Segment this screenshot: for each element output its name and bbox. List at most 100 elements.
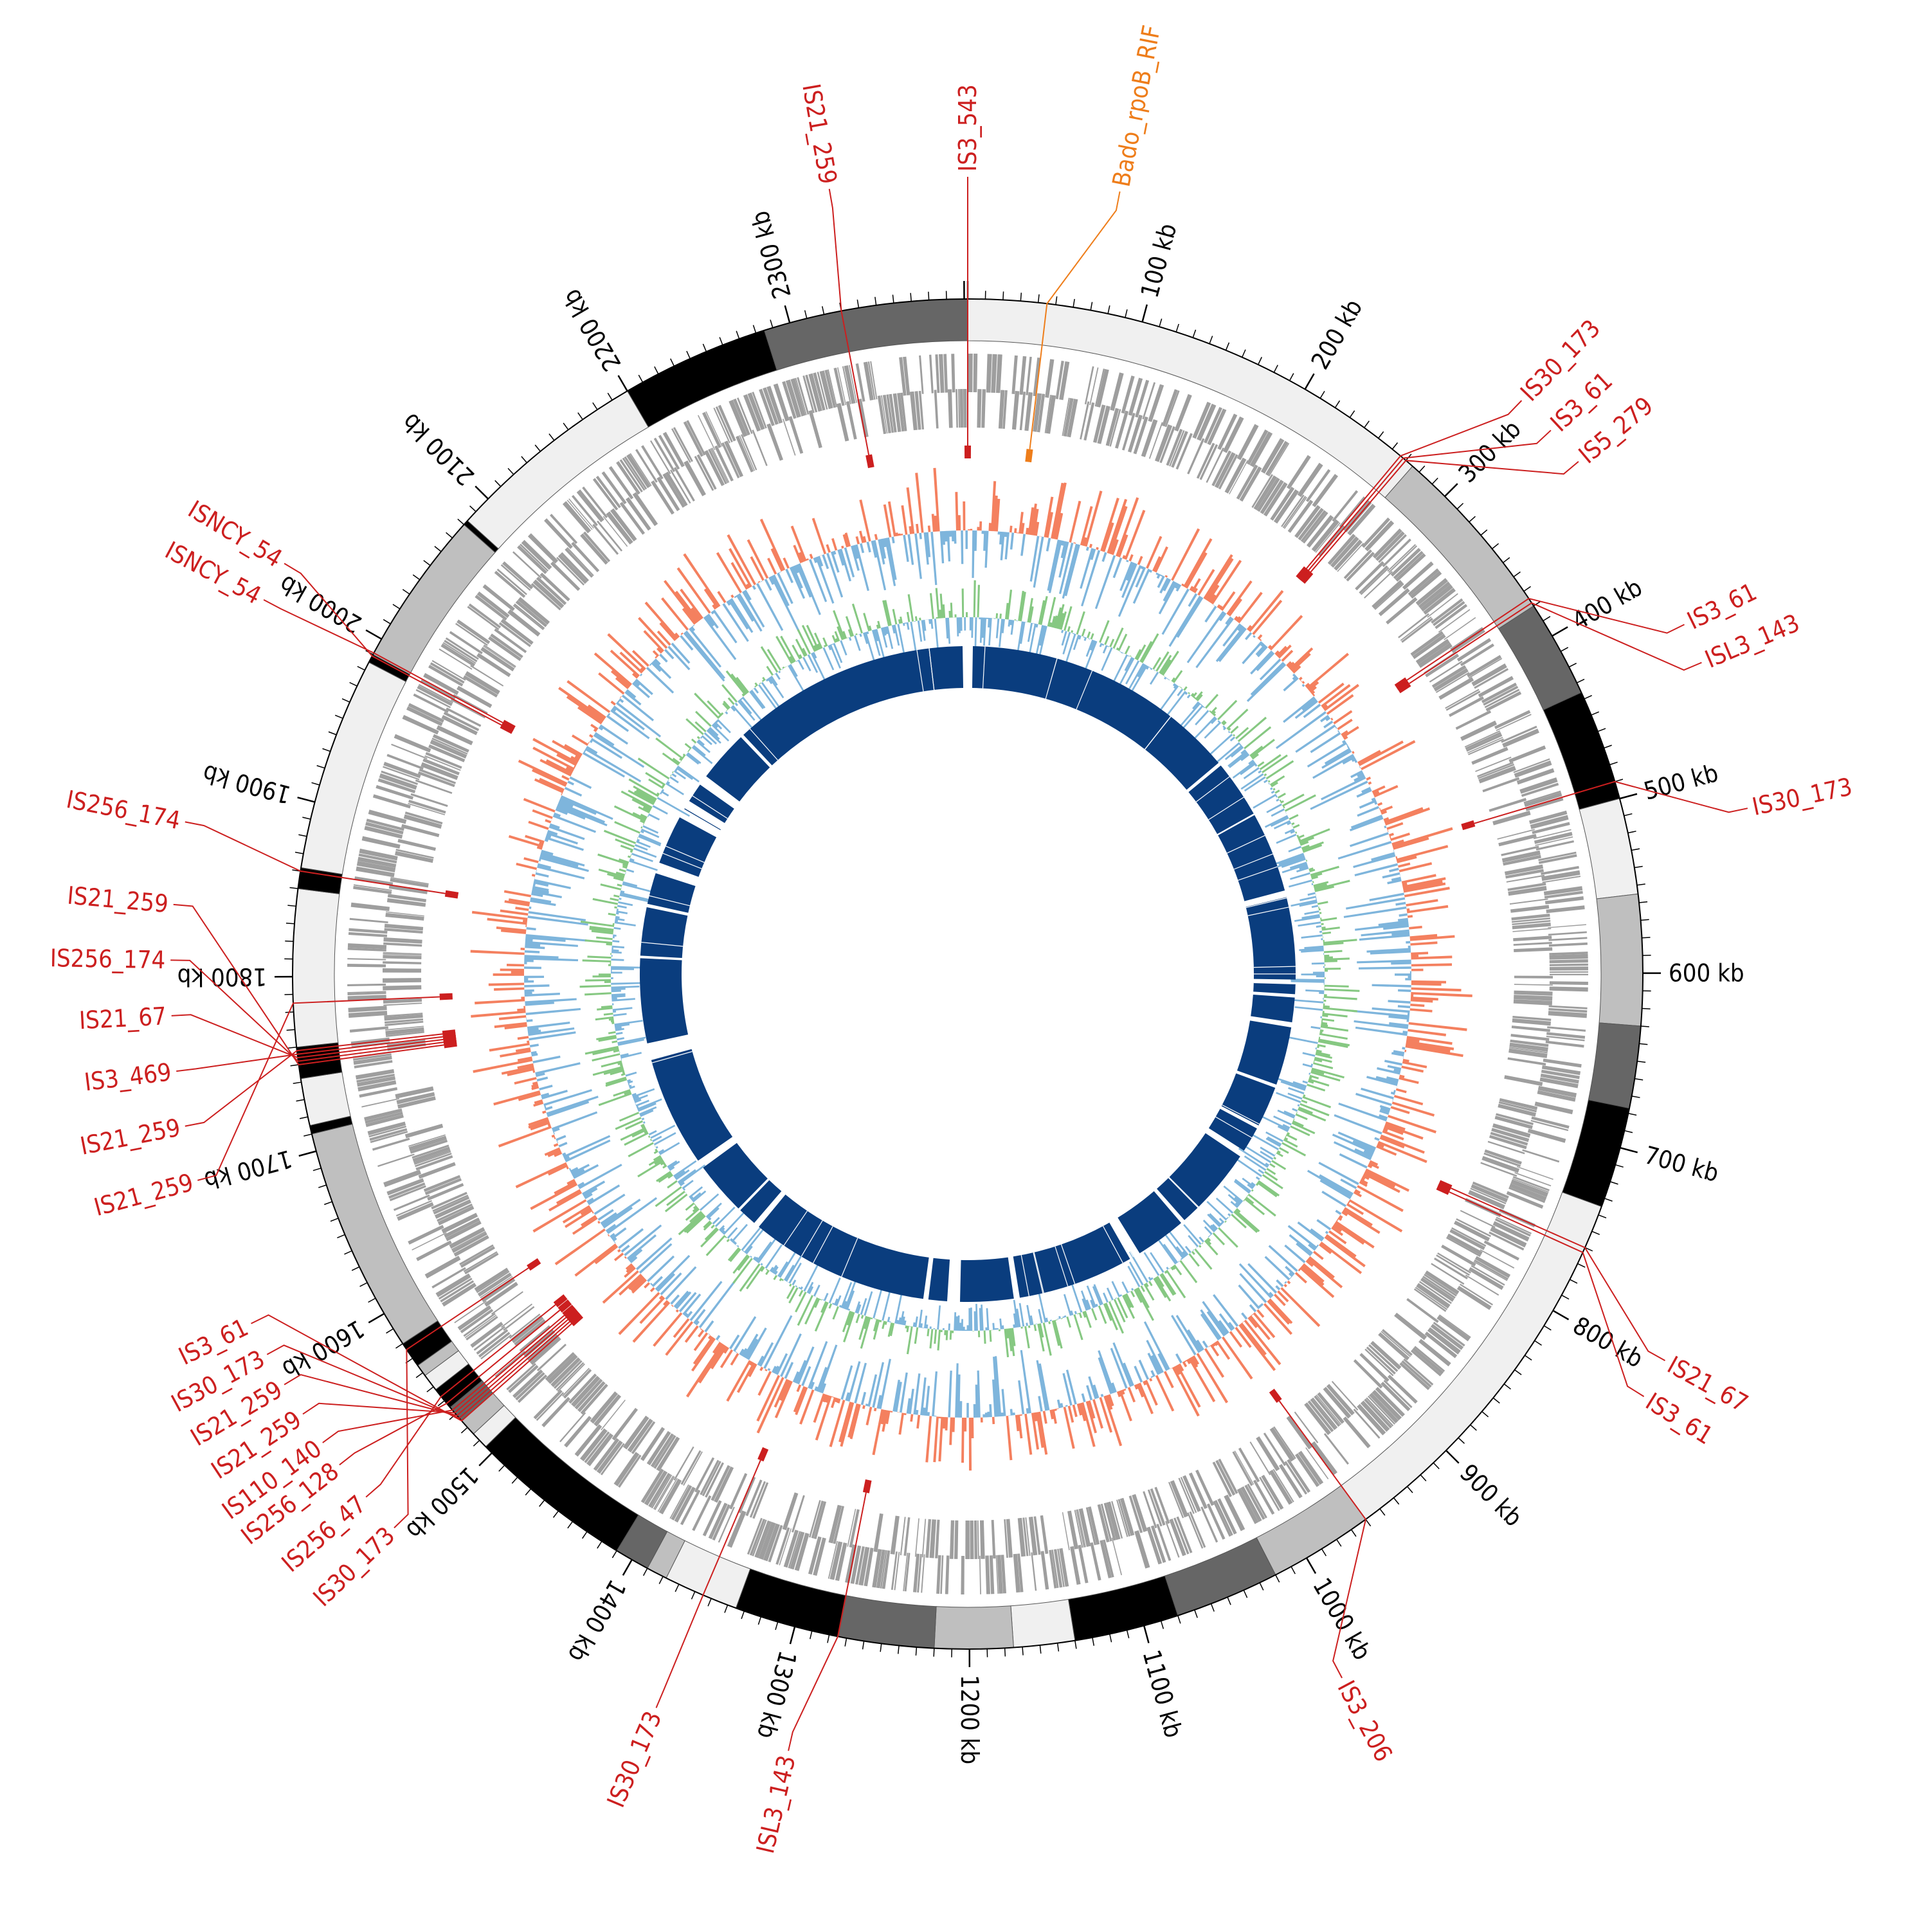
minor-tick bbox=[1641, 1026, 1649, 1027]
contig-segment bbox=[373, 525, 495, 674]
minor-tick bbox=[499, 1465, 505, 1471]
is-element-marker-track bbox=[440, 446, 1476, 1494]
gene-block bbox=[1020, 392, 1026, 430]
gene-block bbox=[377, 1153, 415, 1167]
coverage-block bbox=[651, 1049, 732, 1161]
gene-block bbox=[397, 1202, 433, 1221]
minor-tick bbox=[535, 445, 540, 451]
gene-block bbox=[1514, 976, 1553, 979]
minor-tick bbox=[368, 1298, 376, 1302]
gene-block bbox=[752, 1482, 768, 1519]
gene-block bbox=[416, 1240, 452, 1261]
minor-tick bbox=[1504, 1384, 1510, 1389]
gene-block bbox=[935, 354, 939, 393]
minor-tick bbox=[473, 1440, 479, 1446]
gene-block bbox=[990, 1555, 995, 1594]
gene-block bbox=[939, 354, 945, 393]
minor-tick bbox=[1291, 1567, 1295, 1574]
gene-block bbox=[846, 401, 857, 440]
minor-tick bbox=[1227, 1597, 1231, 1605]
tick-label: 1200 kb bbox=[955, 1675, 984, 1764]
is-element-label: IS256_174 bbox=[50, 944, 165, 974]
is-element-label: IS30_173 bbox=[602, 1707, 667, 1811]
gene-block bbox=[618, 1455, 642, 1488]
gene-block bbox=[1019, 356, 1026, 395]
gene-block bbox=[405, 1124, 443, 1138]
minor-tick bbox=[687, 351, 690, 359]
minor-tick bbox=[285, 941, 293, 942]
minor-tick bbox=[708, 1598, 711, 1606]
gene-block bbox=[873, 1513, 883, 1552]
gene-block bbox=[1215, 1460, 1235, 1495]
minor-tick bbox=[296, 1099, 305, 1101]
gene-block bbox=[934, 390, 939, 428]
gene-block bbox=[397, 839, 436, 851]
tick-label: 1100 kb bbox=[1137, 1647, 1188, 1740]
gene-block bbox=[533, 579, 565, 608]
gene-block bbox=[497, 568, 527, 595]
minor-tick bbox=[383, 620, 390, 624]
minor-tick bbox=[521, 456, 527, 463]
gene-block bbox=[1386, 597, 1417, 624]
gene-block bbox=[1165, 390, 1180, 427]
gene-block bbox=[1460, 1284, 1493, 1306]
gene-block bbox=[943, 354, 948, 393]
gene-block bbox=[981, 389, 986, 428]
is-element-label: ISL3_143 bbox=[751, 1753, 801, 1856]
is-element-marker bbox=[445, 890, 458, 899]
gene-block bbox=[1200, 1506, 1218, 1542]
minor-tick bbox=[360, 1283, 368, 1286]
gene-block bbox=[406, 707, 443, 727]
minor-tick bbox=[736, 331, 739, 339]
gene-block bbox=[1045, 359, 1054, 398]
gene-block bbox=[985, 1555, 990, 1594]
gene-block bbox=[954, 1521, 958, 1559]
minor-tick bbox=[1379, 431, 1384, 438]
minor-tick bbox=[568, 1521, 573, 1528]
minor-tick bbox=[1352, 1530, 1356, 1537]
minor-tick bbox=[1624, 1131, 1633, 1133]
gene-block bbox=[1504, 1075, 1543, 1086]
gene-block bbox=[788, 416, 803, 454]
minor-tick bbox=[898, 1646, 899, 1654]
gc-skew-positive bbox=[580, 581, 1360, 1358]
gene-block bbox=[1549, 943, 1588, 947]
gene-block bbox=[1535, 1101, 1573, 1114]
minor-tick bbox=[1458, 1438, 1464, 1443]
gene-block bbox=[590, 1391, 619, 1423]
gene-block bbox=[1494, 710, 1530, 729]
minor-tick bbox=[758, 1617, 761, 1625]
minor-tick bbox=[1637, 884, 1645, 885]
minor-tick bbox=[1244, 1590, 1247, 1598]
gene-block bbox=[383, 968, 421, 973]
tick-label: 200 kb bbox=[1306, 294, 1368, 374]
gene-block bbox=[945, 1555, 950, 1594]
minor-tick bbox=[1125, 309, 1127, 318]
tick-label: 1500 kb bbox=[401, 1461, 484, 1545]
gene-block bbox=[1382, 1329, 1413, 1356]
tick-label: 400 kb bbox=[1567, 573, 1647, 635]
minor-tick bbox=[1337, 1539, 1341, 1546]
minor-tick bbox=[578, 413, 583, 420]
minor-tick bbox=[1482, 1411, 1489, 1416]
gene-block bbox=[739, 435, 755, 471]
minor-tick bbox=[1091, 302, 1092, 311]
minor-tick bbox=[1195, 1610, 1197, 1618]
minor-tick bbox=[822, 306, 824, 314]
gene-block bbox=[683, 1452, 703, 1486]
gene-block bbox=[1512, 1025, 1550, 1032]
tick-label: 800 kb bbox=[1568, 1311, 1648, 1373]
gene-block bbox=[970, 1521, 974, 1559]
gene-block bbox=[1176, 1517, 1192, 1553]
gene-block bbox=[1031, 1552, 1037, 1591]
gene-block bbox=[534, 1389, 563, 1419]
minor-tick bbox=[638, 375, 642, 382]
is-element-label: IS3_469 bbox=[83, 1058, 173, 1096]
gene-block bbox=[1510, 905, 1549, 912]
gene-block bbox=[455, 623, 488, 646]
minor-tick bbox=[1570, 1279, 1577, 1283]
minor-tick bbox=[322, 748, 330, 751]
gene-block bbox=[974, 1521, 977, 1559]
gene-block bbox=[650, 440, 671, 474]
